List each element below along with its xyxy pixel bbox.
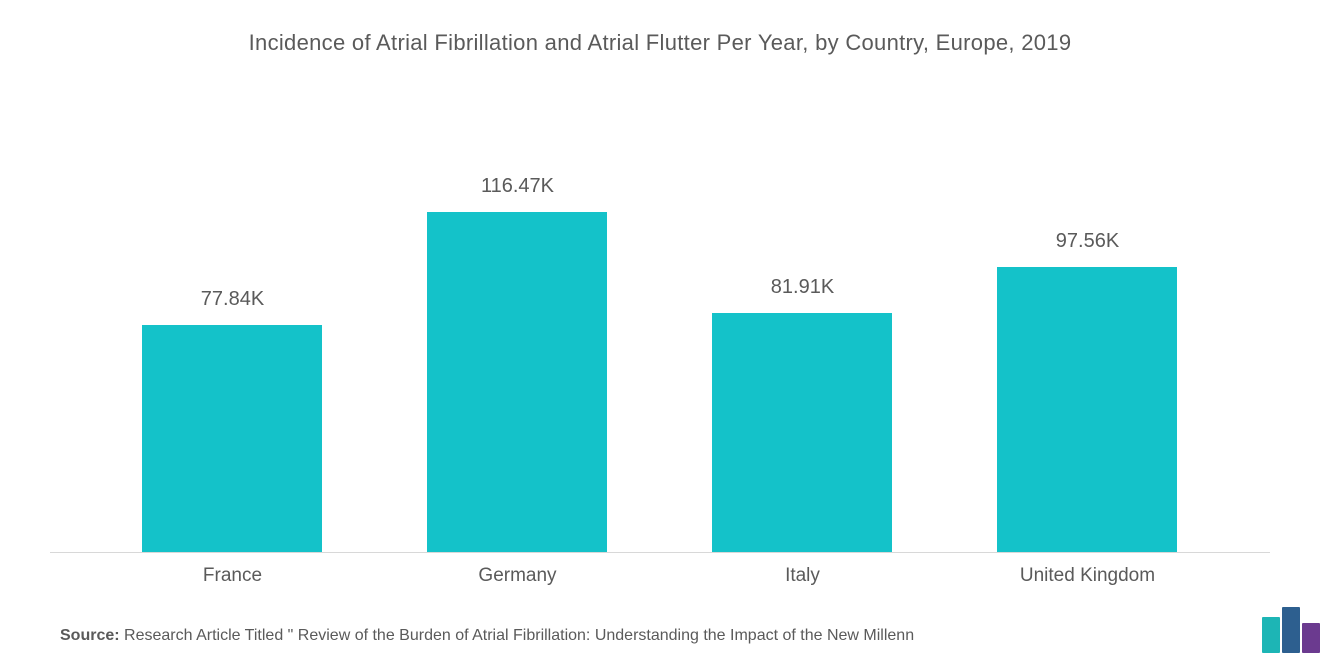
source-citation: Source: Research Article Titled " Review… (50, 627, 1270, 645)
x-label: Italy (677, 565, 928, 587)
x-axis-labels: France Germany Italy United Kingdom (50, 553, 1270, 587)
logo-bar-icon (1282, 607, 1300, 653)
bar-group-uk: 97.56K (962, 230, 1213, 552)
logo-bar-icon (1302, 623, 1320, 653)
bar-group-italy: 81.91K (677, 276, 928, 552)
bar-value-label: 116.47K (481, 175, 554, 198)
bar-group-france: 77.84K (107, 288, 358, 552)
x-label: France (107, 565, 358, 587)
bar-rect (427, 212, 607, 552)
source-label: Source: (60, 627, 120, 644)
source-text: Research Article Titled " Review of the … (124, 627, 914, 644)
bar-group-germany: 116.47K (392, 175, 643, 552)
bar-value-label: 81.91K (771, 276, 834, 299)
chart-container: Incidence of Atrial Fibrillation and Atr… (0, 0, 1320, 665)
logo-bar-icon (1262, 617, 1280, 653)
bar-rect (712, 313, 892, 552)
bar-value-label: 97.56K (1056, 230, 1119, 253)
bar-value-label: 77.84K (201, 288, 264, 311)
logo-watermark (1262, 607, 1320, 653)
chart-plot-area: 77.84K 116.47K 81.91K 97.56K (50, 66, 1270, 553)
x-label: United Kingdom (962, 565, 1213, 587)
x-label: Germany (392, 565, 643, 587)
bar-rect (997, 267, 1177, 552)
bar-rect (142, 325, 322, 552)
chart-title: Incidence of Atrial Fibrillation and Atr… (50, 30, 1270, 56)
